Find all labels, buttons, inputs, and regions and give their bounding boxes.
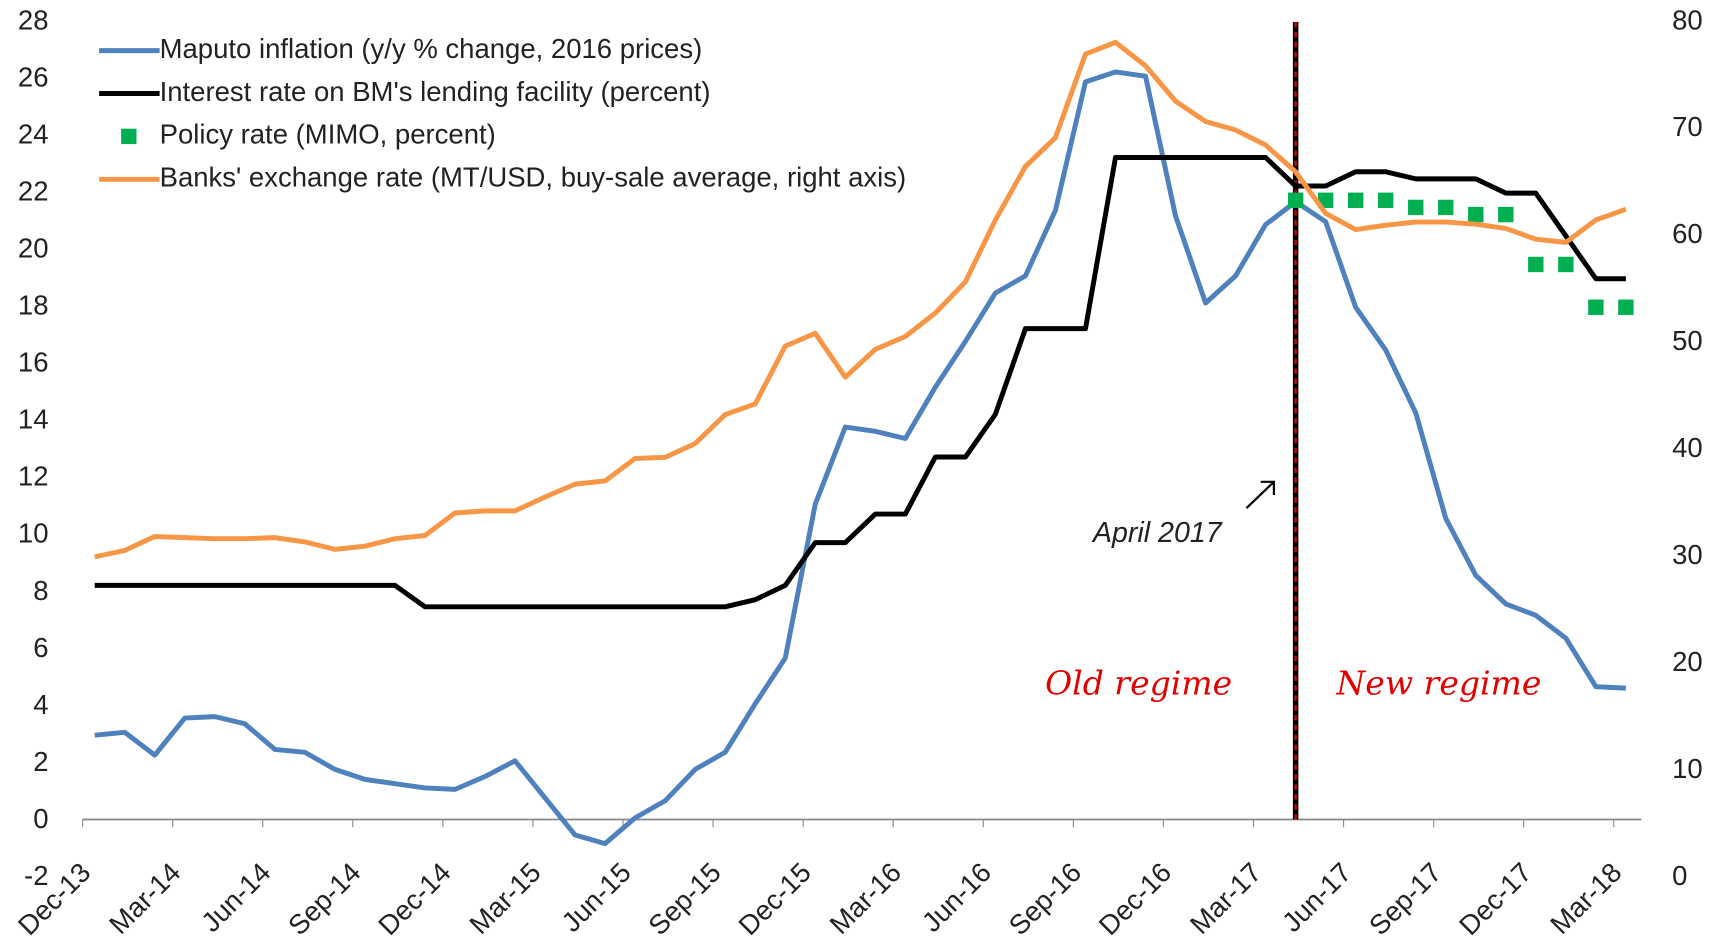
y2-tick-label: 30	[1672, 539, 1703, 570]
y-tick-label: 6	[33, 632, 48, 663]
y2-tick-label: 10	[1672, 753, 1703, 784]
line-series	[94, 39, 1627, 560]
x-tick-label: Mar-14	[103, 856, 187, 940]
y-tick-label: 2	[33, 746, 48, 777]
y2-tick-label: 50	[1672, 325, 1703, 356]
x-tick-label: Mar-16	[823, 856, 907, 940]
x-tick-label: Jun-16	[916, 856, 997, 937]
x-tick-label: Sep-15	[642, 856, 727, 941]
marker	[1618, 299, 1634, 315]
x-tick-label: Mar-17	[1184, 856, 1268, 940]
marker	[1438, 199, 1454, 216]
y-tick-label: 24	[18, 118, 49, 149]
y2-tick-label: 20	[1672, 646, 1703, 677]
legend-label: Policy rate (MIMO, percent)	[160, 119, 496, 150]
marker	[1378, 192, 1394, 208]
y-tick-label: 16	[18, 347, 49, 378]
x-tick-label: Mar-18	[1544, 856, 1628, 940]
y2-tick-label: 60	[1672, 218, 1703, 249]
y-tick-label: 20	[18, 232, 49, 263]
annotation: Old regime	[1045, 663, 1232, 702]
x-tick-label: Jun-17	[1276, 856, 1357, 937]
y-tick-label: 10	[18, 518, 49, 549]
x-tick-label: Dec-15	[732, 856, 817, 941]
legend-label: Interest rate on BM's lending facility (…	[160, 76, 711, 107]
y2-tick-label: 80	[1672, 4, 1703, 35]
y-tick-label: 8	[33, 575, 48, 606]
x-tick-label: Dec-14	[372, 856, 457, 941]
y2-tick-label: 70	[1672, 111, 1703, 142]
y-tick-label: 14	[18, 404, 49, 435]
y-tick-label: 18	[18, 290, 49, 321]
x-tick-label: Dec-17	[1453, 856, 1538, 941]
marker	[1287, 192, 1304, 208]
x-tick-label: Mar-15	[463, 856, 547, 940]
legend-swatch	[121, 128, 137, 145]
annotation: New regime	[1335, 663, 1541, 702]
y2-tick-label: 0	[1672, 860, 1687, 891]
y2-tick-label: 40	[1672, 432, 1703, 463]
line-series	[94, 69, 1627, 847]
x-tick-label: Sep-14	[282, 856, 367, 941]
legend-label: Maputo inflation (y/y % change, 2016 pri…	[160, 33, 703, 64]
y-tick-label: 0	[33, 803, 48, 834]
y-tick-label: 4	[33, 689, 48, 720]
x-tick-label: Dec-16	[1093, 856, 1178, 941]
marker	[1408, 199, 1424, 216]
line-series	[94, 155, 1626, 610]
x-tick-label: Jun-15	[555, 856, 636, 937]
y-tick-label: 22	[18, 175, 49, 206]
y-tick-label: -2	[24, 860, 48, 891]
marker	[1558, 256, 1574, 273]
marker	[1468, 206, 1484, 223]
marker	[1347, 192, 1364, 208]
y-tick-label: 28	[18, 4, 49, 35]
x-tick-label: Sep-16	[1003, 856, 1088, 941]
marker	[1588, 299, 1604, 315]
marker	[1498, 206, 1514, 223]
annotation-arrow	[1245, 480, 1276, 509]
y-tick-label: 26	[18, 61, 49, 92]
annotation: April 2017	[1091, 517, 1223, 549]
y-tick-label: 12	[18, 461, 49, 492]
x-tick-label: Sep-17	[1363, 856, 1448, 941]
x-tick-label: Jun-14	[195, 856, 276, 937]
marker	[1528, 256, 1544, 273]
legend-label: Banks' exchange rate (MT/USD, buy-sale a…	[160, 162, 907, 193]
